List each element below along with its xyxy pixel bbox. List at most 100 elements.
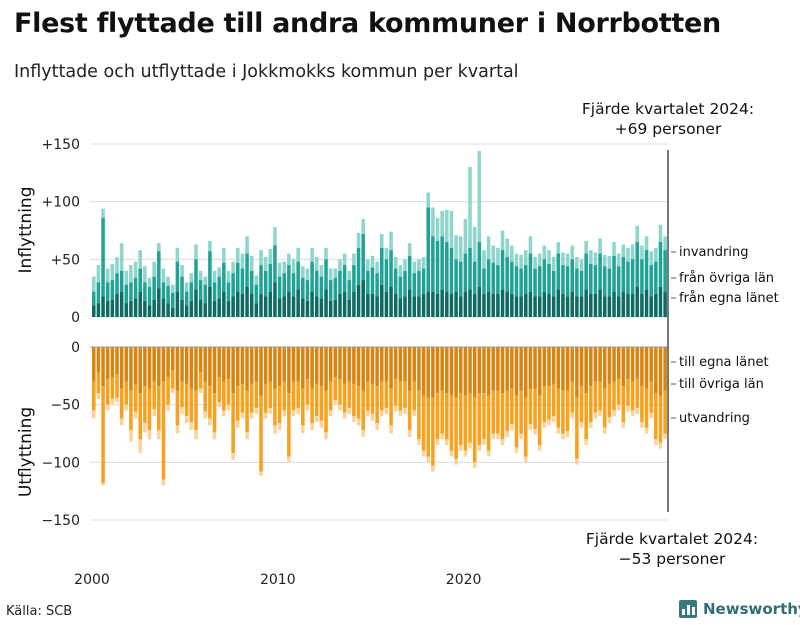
bar-inflow-ovriga-lan: [393, 268, 398, 294]
bar-inflow-invandring: [565, 253, 570, 267]
bar-outflow-egna-lanet: [616, 347, 621, 380]
bar-inflow-ovriga-lan: [157, 251, 161, 289]
bar-outflow-ovriga-lan: [537, 395, 542, 446]
bar-inflow-invandring: [110, 263, 115, 281]
bar-inflow-invandring: [324, 247, 328, 260]
bar-outflow-utvandring: [375, 423, 379, 431]
bar-inflow-invandring: [496, 247, 500, 266]
bar-outflow-egna-lanet: [584, 347, 588, 394]
bar-outflow-egna-lanet: [291, 347, 296, 382]
bar-inflow-egna-lanet: [152, 299, 156, 317]
bar-inflow-egna-lanet: [338, 293, 342, 317]
bar-inflow-ovriga-lan: [542, 259, 547, 292]
bar-outflow-egna-lanet: [236, 347, 240, 387]
bar-inflow-ovriga-lan: [240, 268, 245, 294]
bar-inflow-egna-lanet: [347, 299, 352, 317]
bar-inflow-egna-lanet: [342, 291, 347, 317]
bar-inflow-ovriga-lan: [361, 233, 365, 281]
bar-inflow-invandring: [263, 257, 268, 271]
bar-inflow-ovriga-lan: [282, 273, 286, 297]
bar-inflow-ovriga-lan: [180, 276, 184, 300]
bar-inflow-egna-lanet: [208, 287, 212, 317]
bar-outflow-egna-lanet: [380, 347, 384, 382]
bar-outflow-utvandring: [222, 410, 226, 417]
bar-outflow-egna-lanet: [579, 347, 584, 387]
newsworthy-logo-icon: [679, 600, 697, 618]
bar-inflow-ovriga-lan: [482, 268, 486, 294]
bar-outflow-utvandring: [356, 418, 361, 426]
bar-inflow-ovriga-lan: [403, 270, 407, 297]
bar-outflow-utvandring: [370, 413, 375, 421]
bar-outflow-utvandring: [607, 417, 612, 424]
bar-outflow-egna-lanet: [277, 347, 282, 387]
bar-inflow-ovriga-lan: [338, 270, 342, 294]
bar-outflow-ovriga-lan: [296, 381, 300, 409]
bar-inflow-invandring: [458, 236, 463, 262]
bar-outflow-egna-lanet: [528, 347, 533, 389]
bar-outflow-ovriga-lan: [505, 390, 509, 432]
bar-outflow-utvandring: [412, 410, 417, 417]
bar-inflow-egna-lanet: [630, 293, 635, 317]
bar-inflow-egna-lanet: [570, 291, 574, 317]
ytick-inflow: +150: [42, 137, 80, 153]
bar-inflow-egna-lanet: [138, 291, 142, 317]
bar-outflow-egna-lanet: [445, 347, 449, 394]
bar-outflow-utvandring: [547, 419, 551, 426]
bar-inflow-egna-lanet: [245, 287, 249, 317]
bar-outflow-utvandring: [570, 412, 574, 419]
bar-inflow-invandring: [105, 268, 110, 283]
bar-outflow-ovriga-lan: [449, 395, 454, 451]
bar-inflow-egna-lanet: [119, 291, 124, 317]
bar-inflow-ovriga-lan: [621, 257, 626, 292]
bar-inflow-egna-lanet: [398, 298, 403, 317]
bar-outflow-ovriga-lan: [347, 381, 352, 409]
bar-outflow-ovriga-lan: [482, 393, 486, 440]
bar-outflow-egna-lanet: [417, 347, 421, 391]
bar-inflow-egna-lanet: [658, 287, 663, 317]
bar-outflow-utvandring: [630, 410, 635, 417]
bar-outflow-ovriga-lan: [161, 381, 166, 480]
bar-outflow-utvandring: [310, 423, 314, 431]
bar-inflow-invandring: [468, 167, 472, 248]
bar-outflow-utvandring: [245, 432, 249, 440]
bar-outflow-ovriga-lan: [370, 383, 375, 414]
bar-inflow-ovriga-lan: [222, 262, 226, 292]
bar-inflow-egna-lanet: [273, 282, 277, 317]
bar-inflow-egna-lanet: [468, 289, 472, 317]
bar-inflow-egna-lanet: [417, 296, 421, 317]
bar-inflow-invandring: [417, 259, 421, 271]
bar-outflow-ovriga-lan: [649, 381, 653, 413]
bar-outflow-ovriga-lan: [561, 390, 565, 434]
bar-outflow-ovriga-lan: [458, 393, 463, 446]
bar-outflow-utvandring: [486, 450, 491, 457]
bar-outflow-ovriga-lan: [644, 388, 649, 428]
bar-inflow-invandring: [333, 268, 338, 278]
bar-inflow-egna-lanet: [129, 300, 133, 317]
bar-outflow-ovriga-lan: [635, 379, 640, 409]
bar-outflow-egna-lanet: [556, 347, 561, 389]
chart-subtitle: Inflyttade och utflyttade i Jokkmokks ko…: [14, 62, 519, 82]
bar-outflow-egna-lanet: [231, 347, 235, 394]
bar-inflow-invandring: [236, 247, 240, 263]
bar-outflow-utvandring: [212, 432, 217, 440]
bar-outflow-utvandring: [203, 411, 208, 419]
bar-inflow-ovriga-lan: [245, 253, 249, 288]
bar-inflow-egna-lanet: [602, 296, 607, 317]
bar-outflow-utvandring: [533, 428, 537, 435]
bar-outflow-ovriga-lan: [143, 386, 147, 424]
bar-outflow-utvandring: [263, 412, 268, 419]
bar-inflow-ovriga-lan: [203, 284, 208, 304]
bar-inflow-egna-lanet: [589, 293, 593, 317]
bar-outflow-egna-lanet: [491, 347, 496, 391]
bar-inflow-invandring: [129, 265, 133, 283]
bar-inflow-ovriga-lan: [630, 259, 635, 294]
bar-outflow-ovriga-lan: [654, 393, 658, 440]
bar-outflow-egna-lanet: [463, 347, 468, 396]
bar-outflow-utvandring: [663, 433, 667, 440]
bar-inflow-ovriga-lan: [310, 261, 314, 292]
bar-inflow-invandring: [626, 247, 630, 262]
bar-inflow-ovriga-lan: [212, 282, 217, 301]
bar-outflow-ovriga-lan: [328, 381, 333, 411]
bar-inflow-ovriga-lan: [407, 255, 412, 290]
bar-outflow-utvandring: [482, 439, 486, 446]
